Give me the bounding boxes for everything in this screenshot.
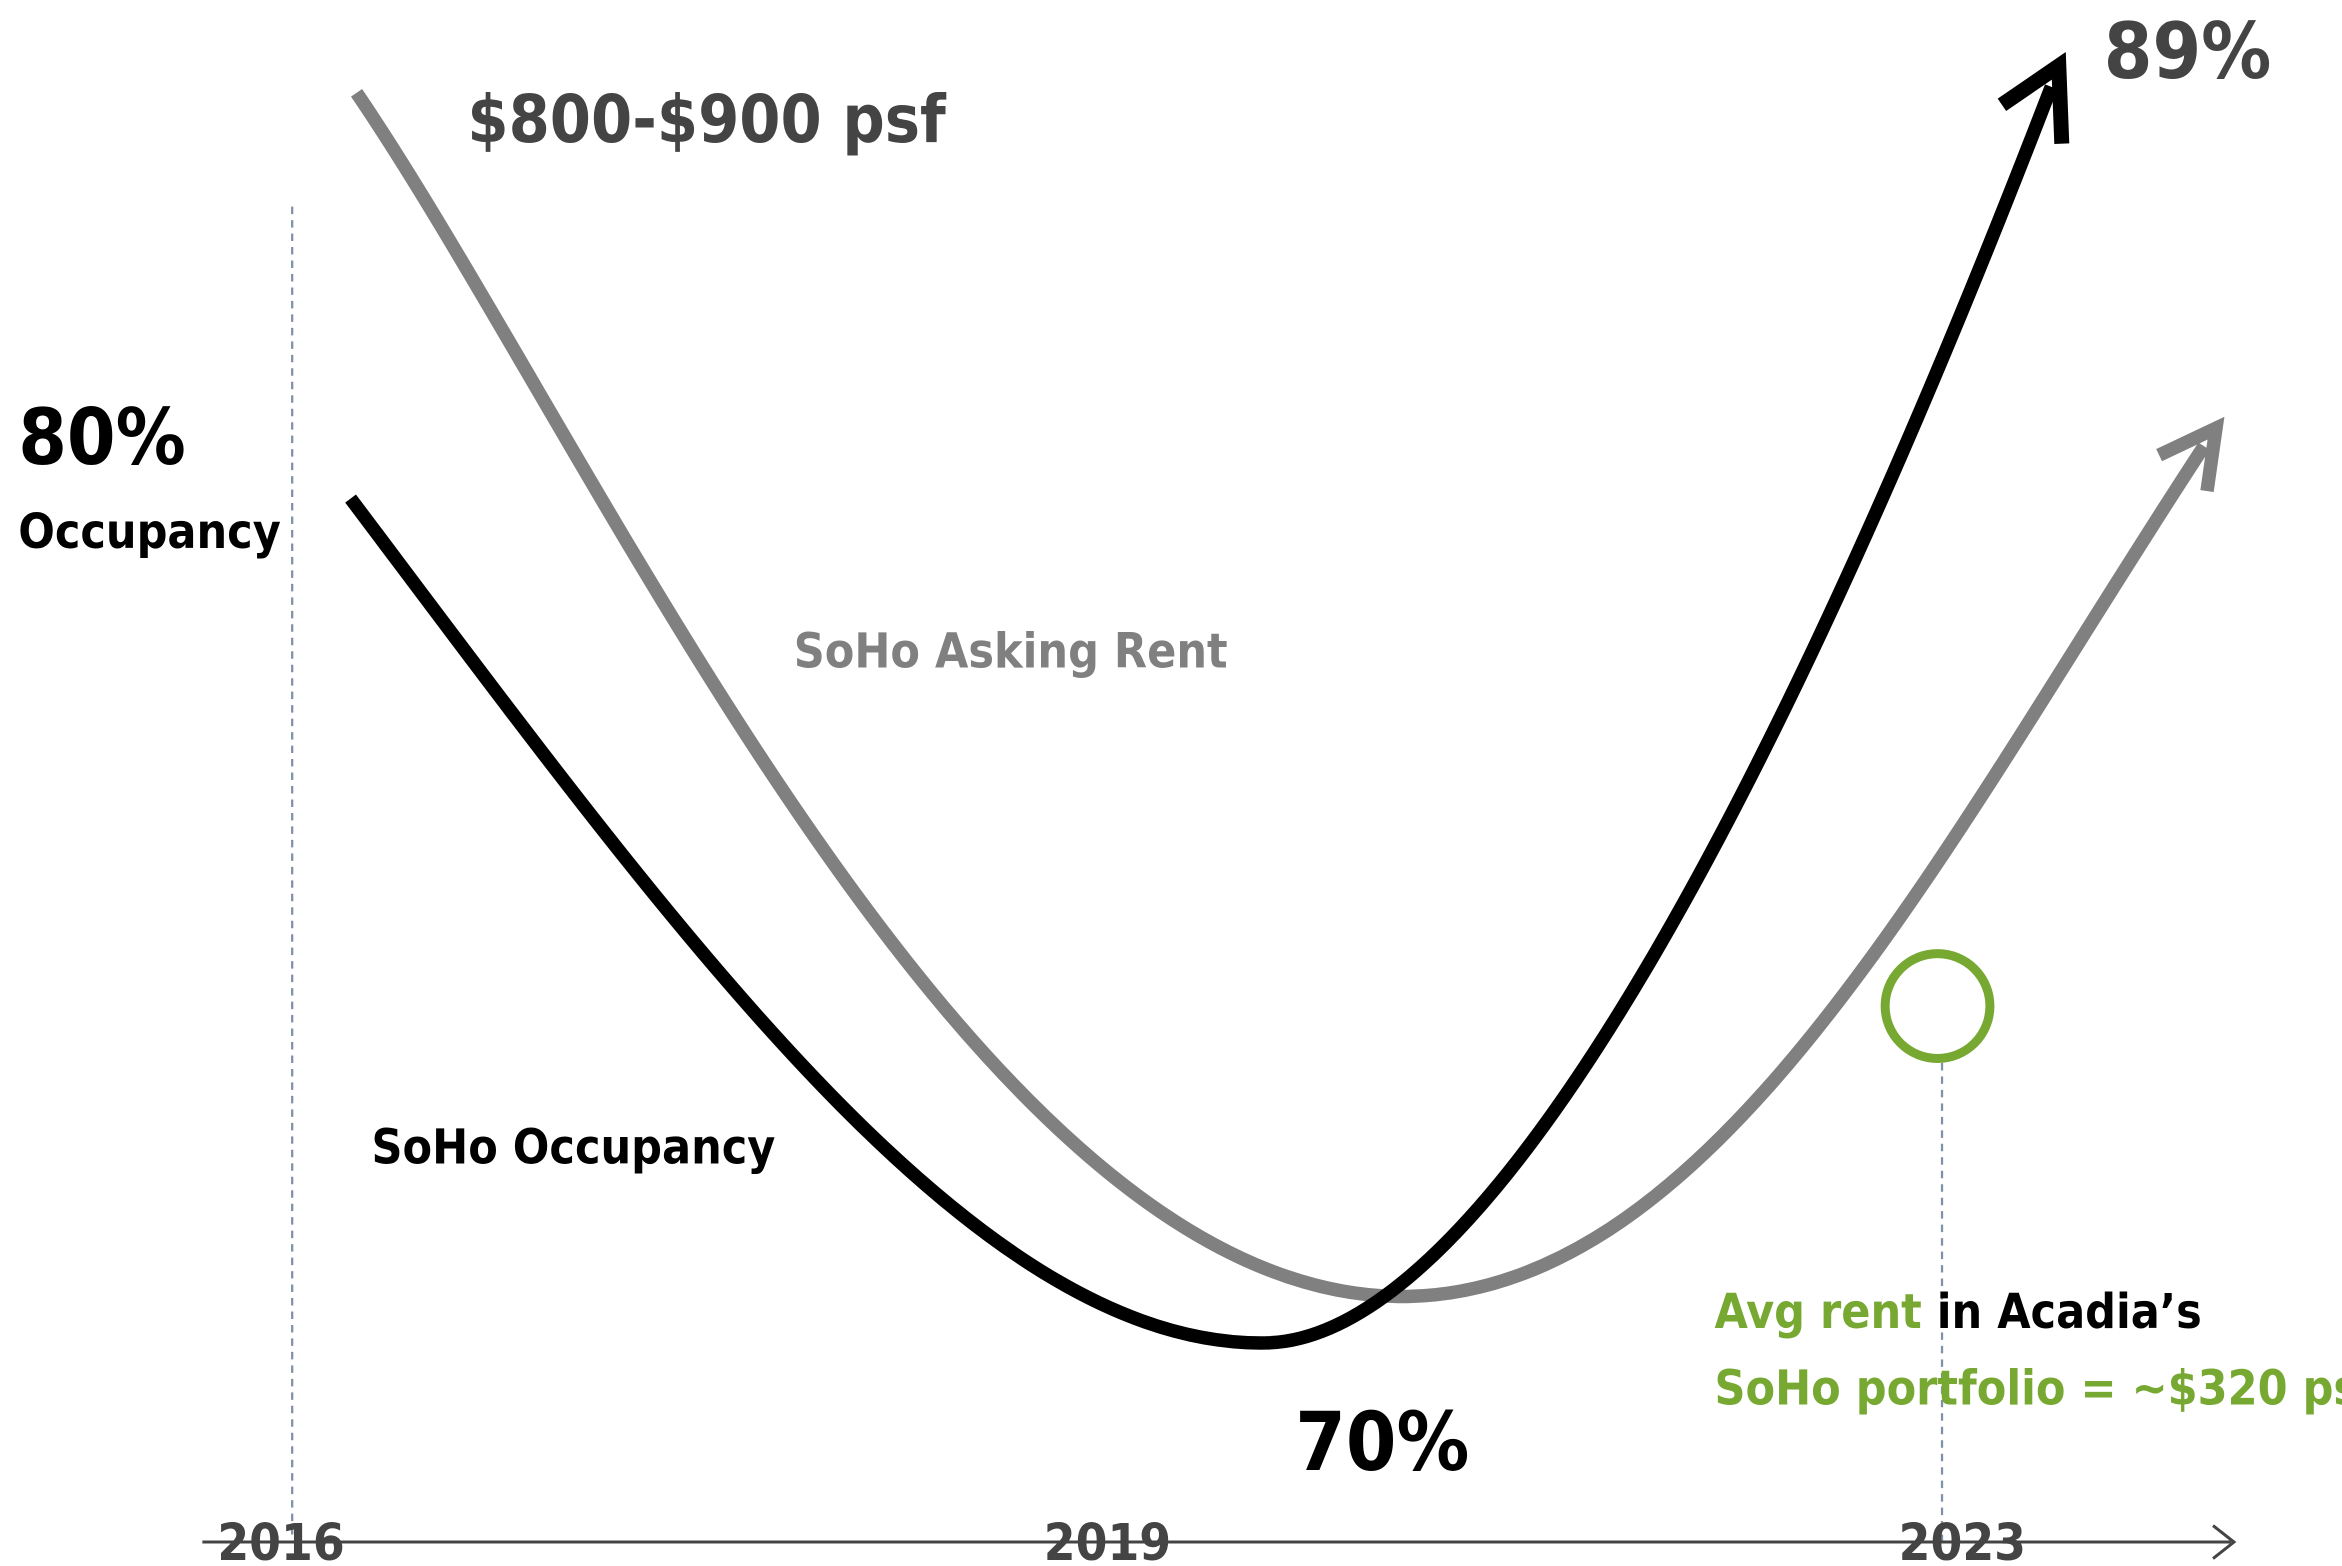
occupancy-arrow (1997, 52, 2070, 145)
start-occupancy: 80% (18, 393, 186, 483)
acadia-note-line2: SoHo portfolio = ~$320 psf (1714, 1361, 2342, 1416)
acadia-note-green: Avg rent (1714, 1285, 1921, 1340)
peak-occupancy: 89% (2104, 7, 2272, 97)
x-axis-arrow (2212, 1524, 2237, 1560)
rent-curve (350, 89, 2210, 1304)
x-label: 2016 (217, 1514, 344, 1566)
occupancy-series-label: SoHo Occupancy (372, 1120, 776, 1175)
rent-arrow (2156, 416, 2225, 493)
acadia-note-black: in Acadia’s (1922, 1285, 2202, 1340)
rent-series-label: SoHo Asking Rent (794, 625, 1228, 680)
x-label: 2023 (1899, 1514, 2026, 1566)
occupancy-curve (345, 84, 2058, 1350)
low-occupancy: 70% (1295, 1396, 1469, 1490)
peak-rent: $800-$900 psf (467, 81, 947, 158)
acadia-note: Avg rent in Acadia’s (1714, 1285, 2201, 1340)
start-occupancy-label: Occupancy (18, 505, 281, 560)
x-label: 2019 (1044, 1514, 1171, 1566)
acadia-marker (1880, 949, 1995, 1063)
